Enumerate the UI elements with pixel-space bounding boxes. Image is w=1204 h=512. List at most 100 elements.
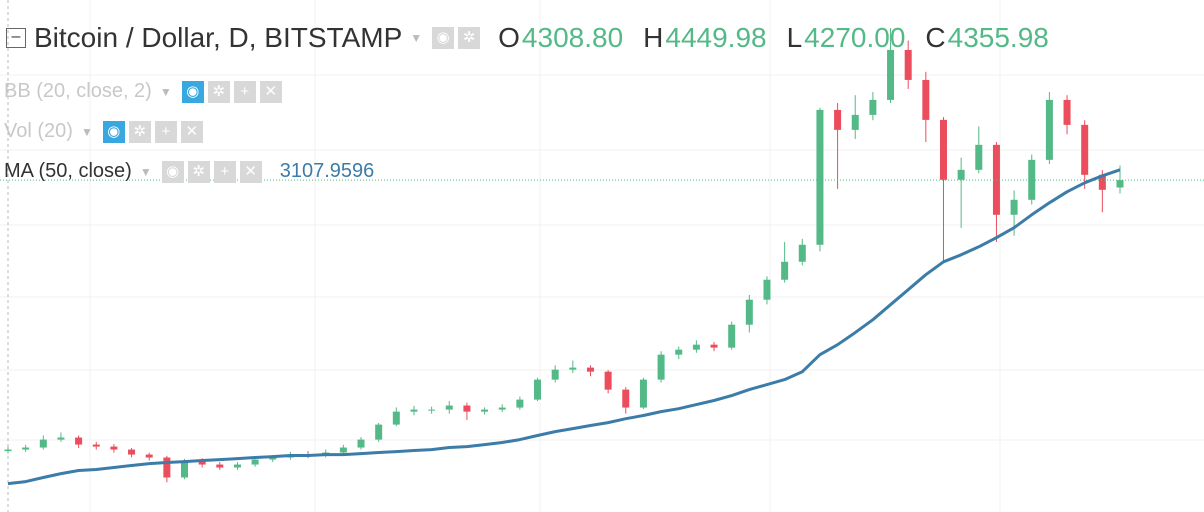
candle-body xyxy=(675,349,683,355)
ohlc-value: 4308.80 xyxy=(521,22,624,53)
candle-body xyxy=(163,457,171,478)
candle-body xyxy=(22,447,30,450)
candle-body xyxy=(851,114,859,130)
candle-body xyxy=(92,444,100,447)
candle-body xyxy=(1063,99,1071,125)
symbol-title: Bitcoin / Dollar, D, BITSTAMP xyxy=(34,22,403,53)
caret[interactable]: ▼ xyxy=(159,84,172,99)
candle-body xyxy=(922,79,930,120)
candle-body xyxy=(781,261,789,280)
eye-icon[interactable]: ◉ xyxy=(102,120,125,143)
candle-body xyxy=(39,439,47,448)
candle-body xyxy=(728,324,736,348)
candle-body xyxy=(1028,159,1036,200)
candle-body xyxy=(110,446,118,450)
candle-body xyxy=(57,437,65,440)
candle-body xyxy=(375,424,383,440)
candle-body xyxy=(745,299,753,325)
candle-body xyxy=(534,379,542,400)
eye-icon[interactable]: ◉ xyxy=(432,27,455,49)
ohlc-key: O xyxy=(498,22,520,53)
candle-body xyxy=(957,169,965,180)
indicator-row: MA (50, close) ▼ ◉ ✲ + ✕ 3107.9596 xyxy=(0,160,374,183)
indicator-row: BB (20, close, 2) ▼ ◉ ✲ + ✕ xyxy=(0,80,286,103)
gear-icon[interactable]: ✲ xyxy=(128,120,151,143)
gear-icon[interactable]: ✲ xyxy=(458,27,481,49)
candle-body xyxy=(1045,99,1053,160)
candle-body xyxy=(75,437,83,445)
candle-body xyxy=(622,389,630,408)
indicator-value: 3107.9596 xyxy=(279,160,375,182)
ohlc: O 4308.80 H 4449.98 L 4270.00 C 4355.98 xyxy=(498,22,1069,54)
plus-icon[interactable]: + xyxy=(154,120,177,143)
eye-icon[interactable]: ◉ xyxy=(181,80,204,103)
candle-body xyxy=(251,459,259,465)
candle-body xyxy=(392,411,400,425)
ohlc-value: 4270.00 xyxy=(804,22,906,53)
candle-body xyxy=(516,399,524,408)
candle-body xyxy=(463,405,471,412)
candle-body xyxy=(357,439,365,448)
candle-body xyxy=(498,407,506,410)
ohlc-value: 4449.98 xyxy=(665,22,767,53)
caret[interactable]: ▼ xyxy=(80,124,93,139)
candle-body xyxy=(233,464,241,468)
candle-body xyxy=(1098,174,1106,190)
candle-body xyxy=(339,447,347,453)
candle-body xyxy=(216,464,224,468)
gear-icon[interactable]: ✲ xyxy=(207,80,230,103)
candle-body xyxy=(1081,124,1089,175)
candle-body xyxy=(1010,199,1018,215)
candle-body xyxy=(128,449,136,455)
plus-icon[interactable]: + xyxy=(233,80,256,103)
candle-body xyxy=(4,449,12,452)
candle-body xyxy=(269,457,277,460)
candle-body xyxy=(975,144,983,170)
candle-body xyxy=(428,409,436,411)
candle-body xyxy=(481,409,489,412)
caret[interactable]: ▼ xyxy=(410,31,423,45)
ohlc-key: H xyxy=(643,22,664,53)
candle-body xyxy=(834,109,842,130)
indicator-name: Vol (20) xyxy=(4,120,73,142)
candle-body xyxy=(816,109,824,245)
close-icon[interactable]: ✕ xyxy=(180,120,203,143)
candle-body xyxy=(692,344,700,350)
candle-body xyxy=(604,371,612,390)
indicator-name: BB (20, close, 2) xyxy=(4,80,152,102)
candle-body xyxy=(939,119,947,180)
candle-body xyxy=(569,367,577,370)
ohlc-key: C xyxy=(925,22,946,53)
candle-body xyxy=(710,344,718,348)
candle-body xyxy=(657,354,665,380)
close-icon[interactable]: ✕ xyxy=(259,80,282,103)
candle-body xyxy=(198,461,206,465)
candle-body xyxy=(586,367,594,372)
candle-body xyxy=(798,244,806,262)
symbol-row: – Bitcoin / Dollar, D, BITSTAMP ▼ ◉ ✲ O 43… xyxy=(0,22,1069,54)
ma-line xyxy=(7,168,1121,486)
candle-body xyxy=(410,409,418,412)
candle-body xyxy=(887,49,895,100)
ohlc-value: 4355.98 xyxy=(947,22,1049,53)
plus-icon[interactable]: + xyxy=(213,160,236,183)
gear-icon[interactable]: ✲ xyxy=(187,160,210,183)
candle-body xyxy=(181,461,189,478)
indicator-name: MA (50, close) xyxy=(4,160,132,182)
indicator-row: Vol (20) ▼ ◉ ✲ + ✕ xyxy=(0,120,207,143)
close-icon[interactable]: ✕ xyxy=(239,160,262,183)
candle-body xyxy=(551,369,559,380)
eye-icon[interactable]: ◉ xyxy=(161,160,184,183)
collapse-icon[interactable]: – xyxy=(6,28,26,48)
ohlc-key: L xyxy=(786,22,803,53)
candle-body xyxy=(869,99,877,115)
candle-body xyxy=(763,279,771,300)
candle-body xyxy=(639,379,647,408)
candle-body xyxy=(1116,180,1124,188)
caret[interactable]: ▼ xyxy=(139,164,152,179)
candle-body xyxy=(904,49,912,80)
candle-body xyxy=(445,405,453,410)
